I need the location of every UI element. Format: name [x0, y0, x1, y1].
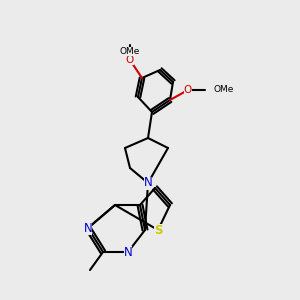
Text: N: N: [84, 221, 92, 235]
Text: OMe: OMe: [213, 85, 233, 94]
Text: N: N: [144, 176, 152, 190]
Text: N: N: [124, 245, 132, 259]
Text: O: O: [126, 55, 134, 65]
Text: OMe: OMe: [120, 46, 140, 56]
Text: O: O: [184, 85, 192, 95]
Text: S: S: [154, 224, 162, 236]
